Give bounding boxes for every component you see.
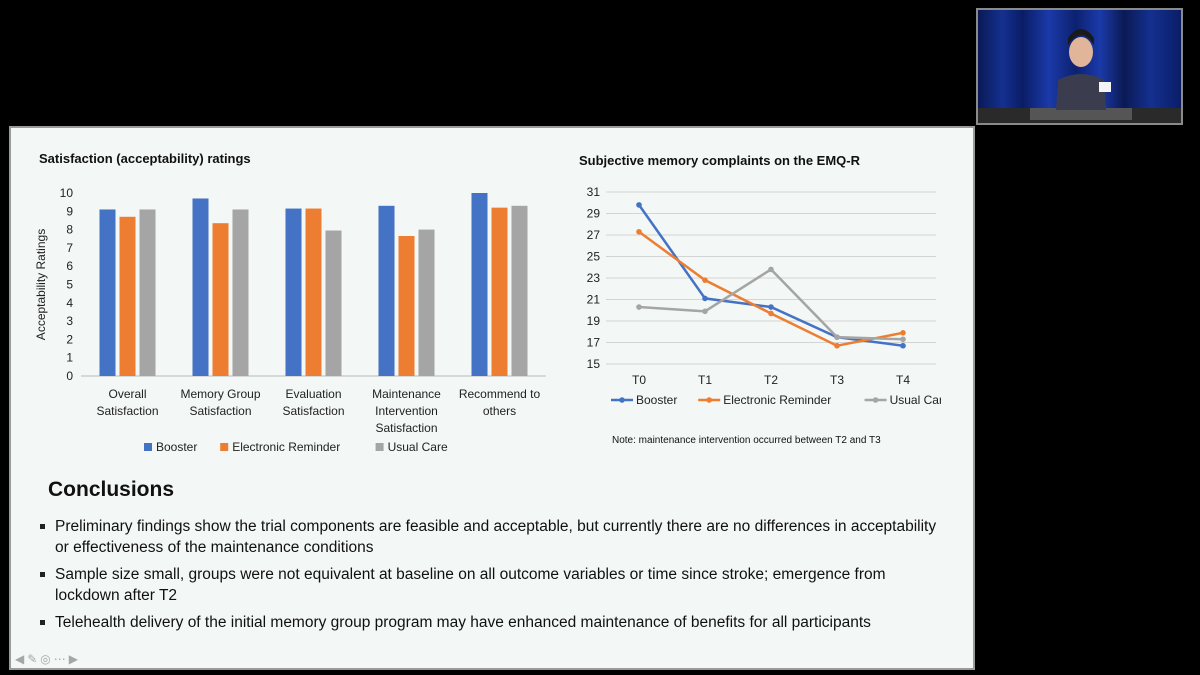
bar-usual-care bbox=[418, 229, 435, 376]
forward-arrow-icon[interactable]: ▶ bbox=[68, 652, 79, 666]
y-tick-label: 6 bbox=[66, 259, 73, 273]
back-arrow-icon[interactable]: ◀ bbox=[15, 652, 25, 666]
y-tick-label: 5 bbox=[66, 278, 73, 292]
y-tick-label: 7 bbox=[66, 241, 73, 255]
y-tick-label: 19 bbox=[587, 314, 601, 328]
y-tick-label: 2 bbox=[66, 332, 73, 346]
y-tick-label: 4 bbox=[66, 296, 73, 310]
line-chart: 15 17 19 21 23 25 27 29 31 T0 T1 T2 T3 T4 Booster Elect… bbox=[587, 185, 941, 407]
bar-chart: 0 1 2 3 4 5 6 7 8 9 10 Acceptability Ratings Overall… bbox=[34, 186, 546, 454]
conclusions-heading: Conclusions bbox=[48, 478, 175, 501]
y-tick-label: 27 bbox=[587, 228, 601, 242]
legend-label: Usual Care bbox=[890, 393, 941, 407]
line-chart-title: Subjective memory complaints on the EMQ-… bbox=[579, 153, 860, 168]
legend-marker bbox=[872, 397, 879, 403]
point-electronic-reminder bbox=[768, 310, 774, 317]
legend-label: Usual Care bbox=[388, 440, 448, 454]
x-tick-label: Memory Group bbox=[180, 387, 260, 401]
point-booster bbox=[900, 342, 906, 349]
pointer-icon[interactable]: ◎ bbox=[40, 652, 51, 666]
y-tick-label: 15 bbox=[587, 357, 601, 371]
x-tick-label: T3 bbox=[830, 373, 844, 387]
bar-booster bbox=[192, 198, 209, 376]
x-tick-label: T1 bbox=[698, 373, 712, 387]
x-tick-label: T4 bbox=[896, 373, 910, 387]
x-tick-label: Overall bbox=[108, 387, 146, 401]
line-electronic-reminder bbox=[638, 230, 904, 348]
bar-usual-care bbox=[511, 205, 528, 376]
point-booster bbox=[636, 202, 642, 208]
x-tick-label: Satisfaction bbox=[375, 421, 437, 435]
x-tick-label: Evaluation bbox=[285, 387, 341, 401]
y-tick-label: 21 bbox=[587, 293, 601, 307]
point-usual-care bbox=[702, 308, 708, 315]
x-tick-label: Satisfaction bbox=[96, 404, 158, 418]
legend-swatch bbox=[220, 443, 229, 451]
line-booster bbox=[637, 204, 904, 347]
x-tick-label: Recommend to bbox=[459, 387, 541, 401]
conclusion-bullet: Preliminary findings show the trial comp… bbox=[38, 516, 938, 558]
y-tick-label: 17 bbox=[587, 336, 601, 350]
x-tick-label: T2 bbox=[764, 373, 778, 387]
x-tick-label: others bbox=[483, 404, 516, 418]
y-tick-label: 29 bbox=[587, 207, 601, 221]
point-usual-care bbox=[636, 304, 642, 310]
y-tick-label: 8 bbox=[66, 223, 73, 237]
conclusions-list: Preliminary findings show the trial comp… bbox=[38, 516, 938, 639]
point-booster bbox=[702, 295, 708, 302]
point-usual-care bbox=[834, 334, 840, 340]
y-tick-label: 9 bbox=[66, 204, 73, 218]
legend-label: Booster bbox=[156, 440, 197, 454]
x-tick-label: Satisfaction bbox=[189, 404, 251, 418]
legend-swatch bbox=[375, 443, 384, 451]
legend-label: Electronic Reminder bbox=[723, 393, 831, 407]
x-tick-label: T0 bbox=[632, 373, 646, 387]
slide: Satisfaction (acceptability) ratings Sub… bbox=[9, 126, 975, 670]
y-tick-label: 23 bbox=[587, 271, 601, 285]
point-electronic-reminder bbox=[834, 342, 840, 349]
conclusion-bullet: Sample size small, groups were not equiv… bbox=[38, 564, 938, 606]
bar-electronic-reminder bbox=[491, 207, 508, 376]
slide-nav-toolbar: ◀ ✎ ◎ ⋯ ▶ bbox=[15, 652, 78, 666]
legend-swatch bbox=[144, 443, 152, 451]
bar-booster bbox=[99, 209, 116, 376]
bar-chart-title: Satisfaction (acceptability) ratings bbox=[39, 151, 251, 166]
point-booster bbox=[768, 304, 774, 310]
x-tick-label: Intervention bbox=[375, 404, 438, 418]
bar-electronic-reminder bbox=[305, 208, 322, 376]
bar-electronic-reminder bbox=[398, 236, 415, 376]
y-tick-label: 10 bbox=[60, 186, 74, 200]
point-electronic-reminder bbox=[636, 228, 642, 235]
conclusion-bullet: Telehealth delivery of the initial memor… bbox=[38, 612, 938, 633]
bar-usual-care bbox=[232, 209, 249, 376]
point-electronic-reminder bbox=[702, 277, 708, 283]
bar-electronic-reminder bbox=[119, 216, 136, 376]
point-usual-care bbox=[900, 336, 906, 343]
point-usual-care bbox=[768, 266, 774, 273]
legend-marker bbox=[619, 397, 625, 403]
y-tick-label: 1 bbox=[66, 351, 73, 365]
y-axis-label: Acceptability Ratings bbox=[34, 229, 48, 340]
y-tick-label: 0 bbox=[66, 369, 73, 383]
legend-marker bbox=[706, 397, 712, 403]
x-tick-label: Satisfaction bbox=[282, 404, 344, 418]
bar-booster bbox=[285, 208, 302, 376]
x-tick-label: Maintenance bbox=[372, 387, 441, 401]
bar-usual-care bbox=[325, 230, 342, 376]
bar-booster bbox=[378, 205, 395, 376]
y-tick-label: 25 bbox=[587, 250, 601, 264]
pen-icon[interactable]: ✎ bbox=[27, 652, 38, 666]
bar-booster bbox=[471, 193, 488, 376]
chart-note: Note: maintenance intervention occurred … bbox=[612, 435, 881, 446]
legend-label: Electronic Reminder bbox=[232, 440, 340, 454]
legend-label: Booster bbox=[636, 393, 677, 407]
bar-electronic-reminder bbox=[212, 223, 229, 376]
y-tick-label: 3 bbox=[66, 314, 73, 328]
more-icon[interactable]: ⋯ bbox=[53, 652, 66, 666]
bar-usual-care bbox=[139, 209, 156, 376]
point-electronic-reminder bbox=[900, 330, 906, 336]
y-tick-label: 31 bbox=[587, 185, 601, 199]
presenter-figure bbox=[978, 29, 1181, 123]
presenter-video bbox=[976, 8, 1183, 125]
